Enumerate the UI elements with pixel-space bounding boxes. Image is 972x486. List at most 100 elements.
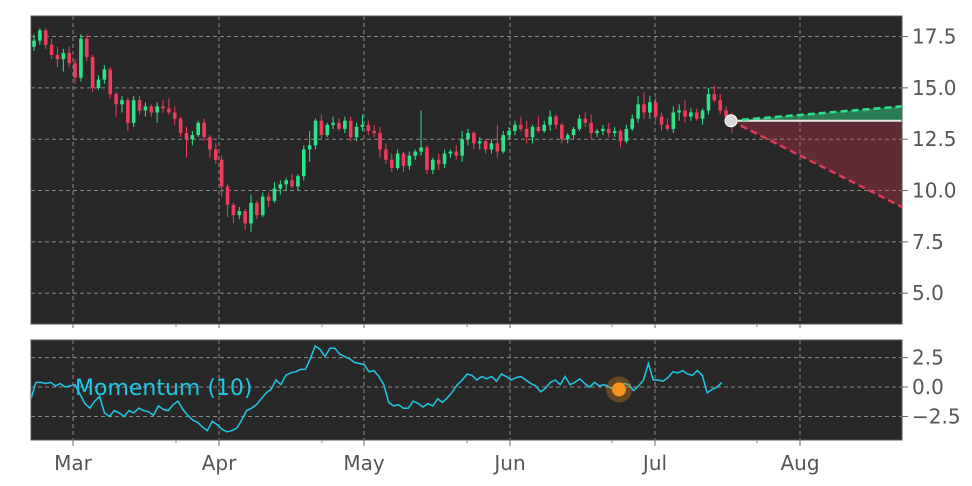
candle-body xyxy=(108,69,113,95)
momentum-line xyxy=(30,344,723,433)
candle-body xyxy=(636,104,640,119)
candle-body xyxy=(178,118,183,134)
candle-body xyxy=(114,94,118,105)
candle-body xyxy=(354,126,359,138)
candle-body xyxy=(700,110,705,119)
candle-body xyxy=(79,38,83,78)
candle-body xyxy=(149,106,154,113)
candle-body xyxy=(296,176,300,187)
candle-body xyxy=(307,145,312,150)
candle-body xyxy=(536,126,541,131)
candle-body xyxy=(313,120,318,146)
xtick-label-apr: Apr xyxy=(202,451,237,475)
candle-body xyxy=(601,128,605,131)
candle-body xyxy=(718,100,723,111)
candle-body xyxy=(161,106,165,109)
price-ytick-label: 5.0 xyxy=(912,281,944,305)
candle-body xyxy=(431,159,435,170)
price-ytick-label: 15.0 xyxy=(912,76,957,100)
candle-body xyxy=(73,63,77,78)
candle-body xyxy=(677,110,681,113)
candle-body xyxy=(255,202,259,216)
candle-body xyxy=(84,38,89,58)
candle-body xyxy=(184,133,189,140)
candle-body xyxy=(43,30,48,45)
candle-body xyxy=(436,159,441,164)
xtick-label-may: May xyxy=(343,451,385,475)
candle-body xyxy=(32,40,36,47)
candle-body xyxy=(454,151,459,156)
candle-body xyxy=(665,124,670,129)
candle-body xyxy=(131,100,136,123)
candle-body xyxy=(483,141,488,150)
candle-body xyxy=(249,202,253,224)
price-ytick-label: 10.0 xyxy=(912,179,957,203)
candle-body xyxy=(413,151,418,156)
candle-body xyxy=(472,133,476,144)
candle-body xyxy=(96,79,101,88)
momentum-ytick-label: 0.0 xyxy=(912,375,944,399)
momentum-panel: −2.5 0.0 2.5 Momentum (10) xyxy=(30,339,961,441)
candle-body xyxy=(214,149,218,160)
candle-body xyxy=(448,151,453,154)
candle-body xyxy=(507,130,511,136)
candle-body xyxy=(167,108,171,113)
candle-body xyxy=(337,122,341,129)
candle-body xyxy=(284,180,288,185)
xtick-label-jun: Jun xyxy=(492,451,525,475)
momentum-ytick-label: −2.5 xyxy=(912,404,961,428)
candle-body xyxy=(595,130,599,134)
candle-body xyxy=(225,186,230,205)
price-ytick-label: 17.5 xyxy=(912,25,957,49)
candle-body xyxy=(489,143,494,150)
momentum-ytick-label: 2.5 xyxy=(912,346,944,370)
candle-body xyxy=(278,184,283,189)
candle-body xyxy=(137,100,142,111)
last-price-marker xyxy=(724,114,738,128)
projection-up-line xyxy=(730,105,903,122)
candle-body xyxy=(208,137,212,150)
candle-body xyxy=(425,147,429,170)
candle-body xyxy=(401,153,406,166)
candle-body xyxy=(120,100,124,105)
candle-body xyxy=(319,120,324,136)
x-axis: Mar Apr May Jun Jul Aug xyxy=(54,324,820,475)
candle-body xyxy=(501,135,505,152)
candle-body xyxy=(395,153,400,168)
momentum-marker xyxy=(612,382,626,397)
candle-body xyxy=(419,147,423,152)
candle-body xyxy=(513,124,517,131)
candle-body xyxy=(577,118,582,129)
candle-body xyxy=(565,135,570,140)
xtick-label-aug: Aug xyxy=(780,451,819,475)
candle-body xyxy=(589,122,593,134)
price-plot-background xyxy=(31,16,902,324)
candle-body xyxy=(61,52,66,60)
candle-body xyxy=(243,211,247,224)
candle-body xyxy=(630,118,635,129)
candle-body xyxy=(67,52,71,64)
candle-body xyxy=(49,44,54,56)
candle-body xyxy=(524,128,529,138)
candle-body xyxy=(466,133,470,140)
candle-body xyxy=(366,124,371,131)
candle-body xyxy=(460,139,464,156)
candle-body xyxy=(583,118,588,123)
candle-body xyxy=(155,106,159,113)
candle-body xyxy=(102,69,107,80)
candle-body xyxy=(38,30,42,41)
candle-body xyxy=(712,94,717,101)
candle-body xyxy=(331,122,335,125)
momentum-plot-background xyxy=(31,340,902,440)
candle-body xyxy=(325,124,330,136)
candle-body xyxy=(442,153,447,164)
price-panel: 5.0 7.5 10.0 12.5 15.0 17.5 xyxy=(30,15,957,325)
candle-body xyxy=(272,188,277,201)
candle-body xyxy=(642,104,646,113)
candle-body xyxy=(689,112,693,117)
candle-body xyxy=(126,100,130,123)
candle-body xyxy=(407,155,412,166)
candle-body xyxy=(606,128,611,134)
candle-body xyxy=(653,102,658,117)
